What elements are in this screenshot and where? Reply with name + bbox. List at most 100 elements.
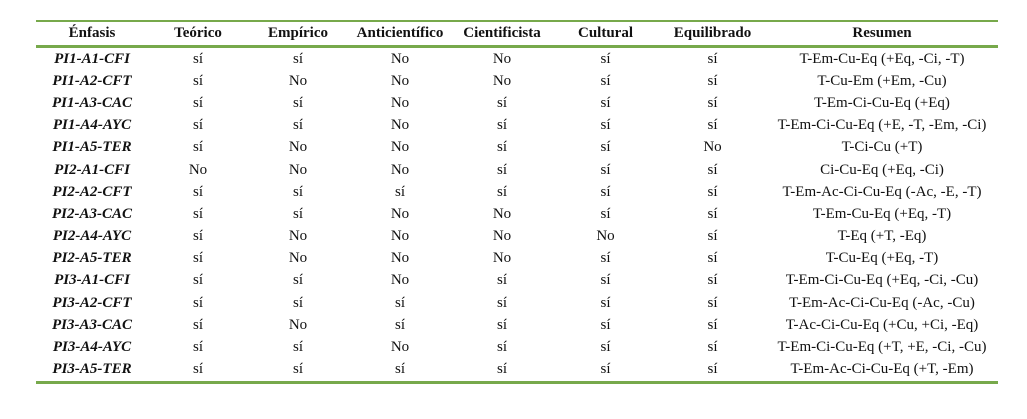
- cell-summary: T-Em-Ci-Cu-Eq (+T, +E, -Ci, -Cu): [777, 339, 987, 356]
- cell-empirical: sí: [292, 294, 303, 311]
- row-code-cell: PI1-A4-AYC: [52, 117, 132, 134]
- table-row: PI1-A4-AYC sí sí No sí sí sí T-Em-Ci-Cu-Eq (+E,…: [36, 115, 998, 137]
- cell-theoretical: sí: [192, 294, 203, 311]
- cell-summary: T-Em-Ac-Ci-Cu-Eq (-Ac, -E, -T): [782, 183, 982, 200]
- table-row: PI3-A2-CFT sí sí sí sí sí sí T-Em-Ac-Ci-Cu-Eq (…: [36, 292, 998, 314]
- cell-scientistic: sí: [496, 361, 507, 378]
- cell-cultural: sí: [600, 316, 611, 333]
- table-row: PI2-A3-CAC sí sí No No sí sí T-Em-Cu-Eq (+Eq, -…: [36, 203, 998, 225]
- cell-antiscientific: No: [390, 228, 410, 245]
- cell-antiscientific: No: [390, 94, 410, 111]
- row-code-cell: PI1-A5-TER: [52, 139, 132, 156]
- cell-antiscientific: No: [390, 339, 410, 356]
- cell-balanced: sí: [707, 72, 718, 89]
- cell-scientistic: sí: [496, 339, 507, 356]
- cell-theoretical: sí: [192, 183, 203, 200]
- cell-theoretical: sí: [192, 117, 203, 134]
- column-header-cultural: Cultural: [577, 25, 633, 41]
- cell-balanced: sí: [707, 205, 718, 222]
- column-header-emphasis: Énfasis: [68, 25, 116, 41]
- column-header-summary: Resumen: [852, 25, 912, 41]
- row-code-cell: PI1-A2-CFT: [52, 72, 132, 89]
- cell-cultural: sí: [600, 339, 611, 356]
- cell-antiscientific: sí: [394, 294, 405, 311]
- cell-theoretical: sí: [192, 316, 203, 333]
- cell-theoretical: sí: [192, 361, 203, 378]
- cell-scientistic: No: [492, 205, 512, 222]
- cell-empirical: No: [288, 250, 308, 267]
- cell-balanced: sí: [707, 94, 718, 111]
- cell-summary: Ci-Cu-Eq (+Eq, -Ci): [820, 161, 944, 178]
- cell-summary: T-Em-Ac-Ci-Cu-Eq (+T, -Em): [790, 361, 974, 378]
- cell-balanced: sí: [707, 316, 718, 333]
- cell-summary: T-Cu-Eq (+Eq, -T): [825, 250, 939, 267]
- cell-cultural: sí: [600, 183, 611, 200]
- table-row: PI2-A1-CFI No No No sí sí sí Ci-Cu-Eq (+Eq, -Ci…: [36, 159, 998, 181]
- cell-balanced: sí: [707, 294, 718, 311]
- cell-antiscientific: No: [390, 272, 410, 289]
- cell-empirical: sí: [292, 94, 303, 111]
- cell-antiscientific: No: [390, 139, 410, 156]
- cell-antiscientific: sí: [394, 316, 405, 333]
- table-row: PI1-A2-CFT sí No No No sí sí T-Cu-Em (+Em, -Cu): [36, 70, 998, 92]
- cell-summary: T-Ci-Cu (+T): [841, 139, 923, 156]
- cell-theoretical: sí: [192, 50, 203, 67]
- cell-scientistic: No: [492, 50, 512, 67]
- cell-scientistic: sí: [496, 272, 507, 289]
- cell-empirical: sí: [292, 50, 303, 67]
- cell-cultural: sí: [600, 50, 611, 67]
- cell-scientistic: sí: [496, 94, 507, 111]
- emphasis-table: Énfasis Teórico Empírico Anticientífico Cien…: [36, 20, 998, 384]
- cell-antiscientific: No: [390, 72, 410, 89]
- cell-theoretical: sí: [192, 94, 203, 111]
- cell-scientistic: sí: [496, 161, 507, 178]
- cell-empirical: No: [288, 161, 308, 178]
- cell-summary: T-Em-Ci-Cu-Eq (+Eq): [814, 94, 950, 111]
- table-row: PI3-A1-CFI sí sí No sí sí sí T-Em-Ci-Cu-Eq (+Eq…: [36, 270, 998, 292]
- cell-cultural: sí: [600, 139, 611, 156]
- cell-empirical: sí: [292, 205, 303, 222]
- cell-antiscientific: No: [390, 117, 410, 134]
- row-code-cell: PI3-A4-AYC: [52, 339, 132, 356]
- cell-empirical: No: [288, 316, 308, 333]
- cell-theoretical: sí: [192, 228, 203, 245]
- table-row: PI2-A2-CFT sí sí sí sí sí sí T-Em-Ac-Ci-Cu-Eq (…: [36, 181, 998, 203]
- cell-summary: T-Em-Ci-Cu-Eq (+Eq, -Ci, -Cu): [785, 272, 979, 289]
- cell-scientistic: sí: [496, 294, 507, 311]
- cell-antiscientific: No: [390, 161, 410, 178]
- cell-theoretical: sí: [192, 139, 203, 156]
- cell-cultural: sí: [600, 94, 611, 111]
- column-header-scientistic: Cientificista: [463, 25, 541, 41]
- cell-balanced: sí: [707, 272, 718, 289]
- cell-balanced: sí: [707, 250, 718, 267]
- cell-empirical: No: [288, 228, 308, 245]
- cell-empirical: No: [288, 72, 308, 89]
- cell-summary: T-Em-Ac-Ci-Cu-Eq (-Ac, -Cu): [789, 294, 975, 311]
- cell-theoretical: sí: [192, 205, 203, 222]
- row-code-cell: PI1-A1-CFI: [54, 50, 130, 67]
- cell-balanced: sí: [707, 228, 718, 245]
- cell-cultural: sí: [600, 272, 611, 289]
- cell-antiscientific: No: [390, 205, 410, 222]
- cell-scientistic: sí: [496, 117, 507, 134]
- column-header-empirical: Empírico: [268, 25, 328, 41]
- cell-cultural: sí: [600, 294, 611, 311]
- row-code-cell: PI2-A5-TER: [52, 250, 132, 267]
- table-header-row: Énfasis Teórico Empírico Anticientífico Cien…: [36, 21, 998, 47]
- cell-theoretical: No: [188, 161, 208, 178]
- cell-antiscientific: No: [390, 50, 410, 67]
- cell-antiscientific: No: [390, 250, 410, 267]
- column-header-theoretical: Teórico: [174, 25, 222, 41]
- cell-summary: T-Eq (+T, -Eq): [837, 228, 927, 245]
- cell-theoretical: sí: [192, 72, 203, 89]
- cell-theoretical: sí: [192, 250, 203, 267]
- cell-empirical: sí: [292, 117, 303, 134]
- row-code-cell: PI2-A2-CFT: [52, 183, 132, 200]
- cell-balanced: sí: [707, 50, 718, 67]
- row-code-cell: PI1-A3-CAC: [51, 94, 132, 111]
- column-header-balanced: Equilibrado: [673, 25, 752, 41]
- cell-balanced: sí: [707, 117, 718, 134]
- table-row: PI3-A5-TER sí sí sí sí sí sí T-Em-Ac-Ci-Cu-Eq (…: [36, 359, 998, 383]
- cell-empirical: No: [288, 139, 308, 156]
- cell-balanced: No: [703, 139, 722, 156]
